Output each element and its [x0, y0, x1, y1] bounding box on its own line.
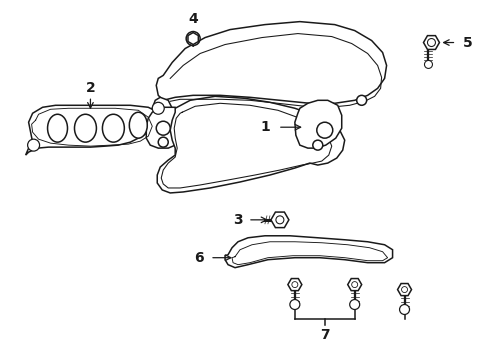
Circle shape: [289, 300, 299, 310]
Polygon shape: [146, 107, 183, 148]
Polygon shape: [224, 236, 392, 268]
Text: 7: 7: [319, 328, 329, 342]
Text: 6: 6: [194, 251, 203, 265]
Ellipse shape: [102, 114, 124, 142]
Polygon shape: [25, 97, 172, 155]
Circle shape: [399, 305, 408, 315]
Circle shape: [152, 102, 164, 114]
Ellipse shape: [74, 114, 96, 142]
Circle shape: [312, 140, 322, 150]
Ellipse shape: [129, 112, 147, 138]
Circle shape: [156, 121, 170, 135]
Text: 5: 5: [462, 36, 471, 50]
Text: 3: 3: [233, 213, 243, 227]
Circle shape: [349, 300, 359, 310]
Circle shape: [356, 95, 366, 105]
Polygon shape: [157, 96, 344, 193]
Text: 4: 4: [188, 12, 198, 26]
Text: 1: 1: [260, 120, 269, 134]
Circle shape: [275, 216, 284, 224]
Ellipse shape: [47, 114, 67, 142]
Circle shape: [186, 32, 200, 45]
Polygon shape: [294, 100, 341, 148]
Circle shape: [316, 122, 332, 138]
Circle shape: [427, 39, 435, 46]
Circle shape: [424, 60, 431, 68]
Circle shape: [158, 137, 168, 147]
Text: 2: 2: [85, 81, 95, 95]
Circle shape: [291, 282, 297, 288]
Circle shape: [351, 282, 357, 288]
Circle shape: [27, 139, 40, 151]
Polygon shape: [156, 22, 386, 103]
Circle shape: [401, 287, 407, 293]
